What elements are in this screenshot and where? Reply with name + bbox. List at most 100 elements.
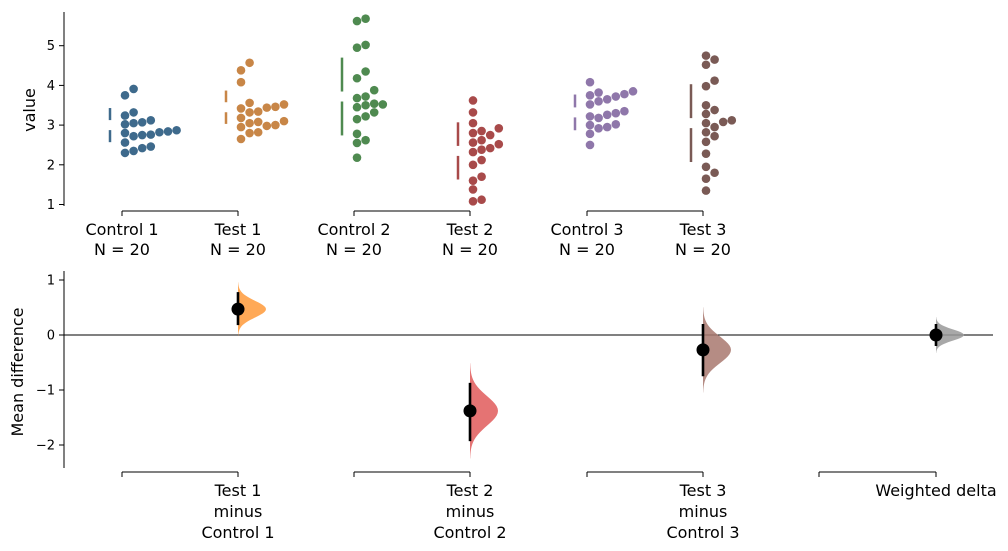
data-point	[361, 112, 370, 121]
data-point	[155, 127, 164, 137]
data-point	[477, 145, 486, 155]
data-point	[494, 139, 504, 149]
data-point	[468, 128, 478, 138]
data-point	[701, 174, 711, 183]
y-tick-label-bottom: −1	[36, 384, 55, 399]
data-point	[585, 120, 595, 130]
mean-difference-point	[231, 302, 245, 316]
data-point	[468, 197, 478, 206]
data-point	[594, 88, 603, 97]
bootstrap-distribution	[470, 363, 498, 459]
data-point	[477, 172, 486, 182]
x-tick-label-n: N = 20	[326, 240, 382, 259]
data-point	[245, 108, 254, 117]
x-tick-label-n: N = 20	[559, 240, 615, 259]
data-point	[352, 129, 362, 139]
data-point	[245, 98, 254, 108]
data-point	[352, 16, 362, 26]
x-tick-label-comparison: minus	[214, 502, 263, 521]
data-point	[236, 134, 246, 144]
data-point	[361, 67, 370, 76]
data-point	[585, 129, 595, 139]
bootstrap-distribution	[238, 282, 266, 337]
data-point	[352, 153, 362, 162]
data-point	[477, 126, 486, 136]
data-point	[468, 160, 478, 170]
data-point	[236, 104, 246, 113]
data-point	[710, 122, 719, 132]
data-point	[253, 127, 263, 137]
data-point	[701, 51, 711, 60]
data-point	[120, 148, 130, 158]
data-point	[352, 114, 362, 124]
x-tick-label-n: N = 20	[442, 240, 498, 259]
data-point	[477, 135, 486, 145]
data-point	[468, 96, 478, 105]
data-point	[701, 149, 711, 158]
data-point	[120, 91, 130, 100]
data-point	[701, 109, 711, 119]
data-point	[620, 106, 629, 116]
y-tick-label-top: 5	[47, 39, 55, 54]
data-point	[485, 143, 495, 153]
x-tick-label-group: Test 2	[446, 220, 494, 239]
data-point	[710, 131, 719, 141]
data-point	[352, 138, 362, 148]
x-tick-label-comparison: Test 3	[679, 481, 727, 500]
data-point	[120, 120, 130, 129]
data-point	[137, 130, 147, 140]
y-tick-label-top: 4	[47, 79, 55, 94]
data-point	[701, 81, 711, 91]
data-point	[477, 195, 486, 205]
data-point	[718, 117, 728, 127]
data-point	[137, 118, 147, 127]
data-point	[494, 123, 504, 133]
data-point	[701, 60, 711, 70]
data-point	[585, 100, 595, 109]
y-tick-label-top: 3	[47, 119, 55, 134]
data-point	[236, 113, 246, 123]
y-tick-label-bottom: 0	[47, 329, 55, 344]
data-point	[129, 108, 138, 117]
data-point	[120, 111, 130, 120]
y-axis-label-bottom: Mean difference	[8, 308, 27, 437]
data-point	[602, 122, 612, 132]
data-point	[361, 100, 370, 110]
data-point	[369, 85, 379, 95]
data-point	[352, 73, 362, 83]
x-tick-label-n: N = 20	[675, 240, 731, 259]
x-tick-label-comparison: Control 3	[666, 523, 739, 542]
data-point	[361, 14, 370, 24]
data-point	[146, 130, 156, 139]
data-point	[361, 40, 370, 50]
data-point	[352, 102, 362, 112]
data-point	[245, 128, 254, 138]
data-point	[611, 92, 621, 101]
data-point	[120, 138, 130, 147]
data-point	[129, 131, 138, 141]
data-point	[236, 66, 246, 75]
data-point	[585, 112, 595, 121]
data-point	[271, 120, 280, 130]
data-point	[468, 176, 478, 185]
data-point	[279, 100, 289, 109]
data-point	[468, 108, 478, 117]
data-point	[701, 100, 711, 110]
data-point	[468, 147, 478, 157]
data-point	[710, 55, 719, 64]
data-point	[369, 108, 379, 117]
data-point	[602, 94, 612, 104]
data-point	[369, 99, 379, 108]
x-tick-label-comparison: minus	[679, 502, 728, 521]
data-point	[611, 108, 621, 118]
x-tick-label-n: N = 20	[210, 240, 266, 259]
y-tick-label-bottom: 1	[47, 274, 55, 289]
data-point	[594, 113, 603, 123]
x-tick-label-group: Test 3	[679, 220, 727, 239]
x-tick-label-group: Control 1	[85, 220, 158, 239]
data-point	[262, 121, 272, 131]
data-point	[727, 116, 737, 125]
data-point	[236, 122, 246, 132]
mean-difference-point	[463, 404, 477, 418]
